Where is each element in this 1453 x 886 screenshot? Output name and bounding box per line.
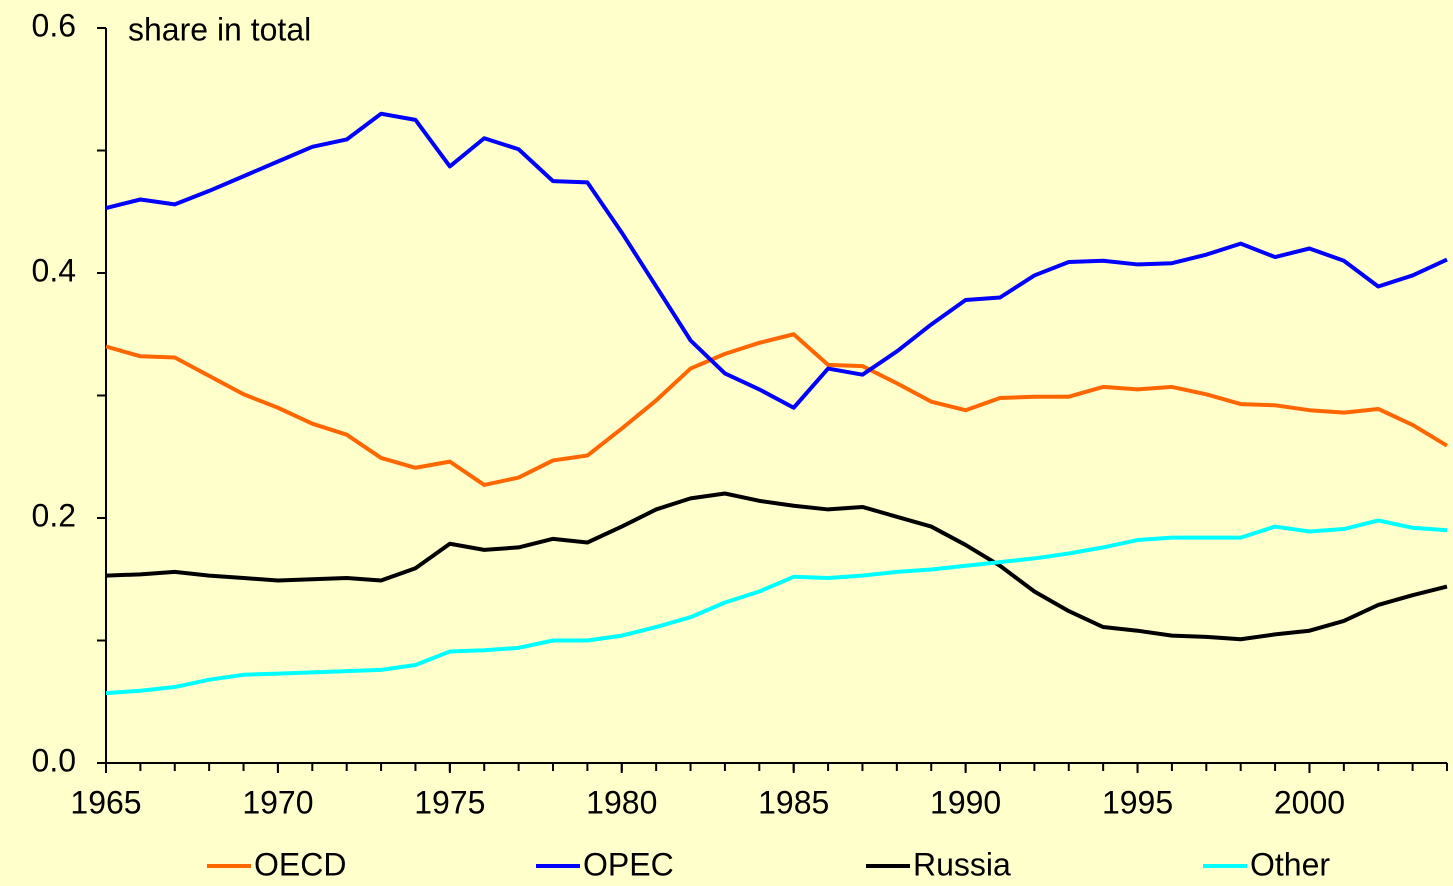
annotation: share in total	[128, 11, 311, 47]
x-tick-label: 2000	[1274, 784, 1345, 820]
x-tick-label: 1980	[586, 784, 657, 820]
legend-label: Other	[1250, 846, 1330, 882]
y-tick-label: 0.0	[32, 742, 76, 778]
y-tick-label: 0.2	[32, 497, 76, 533]
x-tick-label: 1965	[70, 784, 141, 820]
series-line	[105, 491, 1448, 642]
x-tick-label: 1975	[414, 784, 485, 820]
legend-label: OPEC	[583, 846, 674, 882]
x-tick-label: 1985	[758, 784, 829, 820]
x-tick-label: 1995	[1102, 784, 1173, 820]
y-tick-label: 0.4	[32, 252, 76, 288]
legend-label: OECD	[254, 846, 346, 882]
x-tick-label: 1990	[930, 784, 1001, 820]
series-line	[105, 518, 1448, 696]
series-line	[105, 332, 1449, 487]
x-tick-label: 1970	[242, 784, 313, 820]
y-tick-label: 0.6	[32, 7, 76, 43]
legend-label: Russia	[913, 846, 1011, 882]
series-line	[105, 111, 1448, 410]
